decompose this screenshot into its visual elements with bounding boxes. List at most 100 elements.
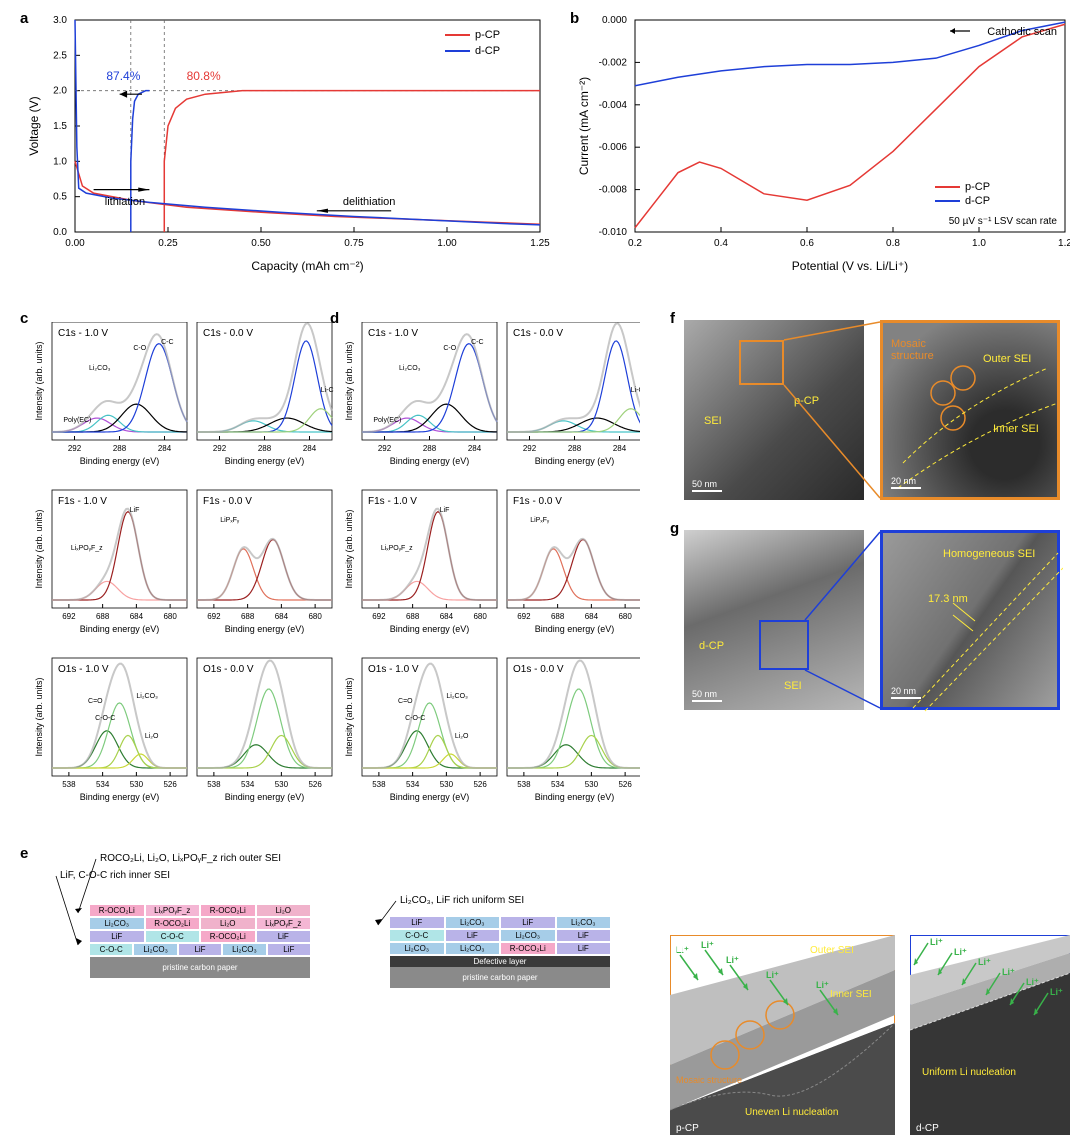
svg-text:C=O: C=O [88, 698, 103, 705]
svg-text:530: 530 [440, 780, 454, 789]
svg-text:538: 538 [517, 780, 531, 789]
svg-text:288: 288 [113, 444, 127, 453]
svg-text:538: 538 [207, 780, 221, 789]
svg-text:0.00: 0.00 [65, 238, 85, 249]
panel-f-letter: f [670, 310, 675, 327]
svg-text:Capacity (mAh cm⁻²): Capacity (mAh cm⁻²) [251, 259, 363, 273]
svg-text:688: 688 [551, 612, 565, 621]
svg-text:530: 530 [585, 780, 599, 789]
svg-text:p-CP: p-CP [475, 29, 500, 41]
sei-arrows [20, 845, 640, 1045]
panel-i: i Li⁺Li⁺Li⁺Li⁺Li⁺Li⁺Uniform Li nucleatio… [910, 935, 1070, 1135]
panel-a-chart: 0.000.250.500.751.001.250.00.51.01.52.02… [20, 0, 550, 280]
svg-text:C1s - 0.0 V: C1s - 0.0 V [513, 328, 563, 339]
svg-text:Intensity (arb. units): Intensity (arb. units) [344, 509, 354, 588]
tem-g-right: Homogeneous SEI 17.3 nm 20 nm [880, 530, 1060, 710]
schematic-i-svg: Li⁺Li⁺Li⁺Li⁺Li⁺Li⁺Uniform Li nucleationd… [910, 935, 1070, 1135]
svg-text:534: 534 [96, 780, 110, 789]
svg-text:-0.004: -0.004 [599, 100, 628, 111]
svg-text:Li⁺: Li⁺ [978, 957, 991, 967]
svg-text:LiₓPOᵧF_z: LiₓPOᵧF_z [381, 545, 413, 552]
svg-text:LiF: LiF [440, 507, 450, 514]
svg-text:692: 692 [517, 612, 531, 621]
svg-text:Binding energy (eV): Binding energy (eV) [80, 624, 160, 634]
svg-text:C1s - 1.0 V: C1s - 1.0 V [58, 328, 108, 339]
svg-text:1.25: 1.25 [530, 238, 550, 249]
svg-text:Li⁺: Li⁺ [954, 947, 967, 957]
svg-text:C-O: C-O [443, 345, 456, 352]
tem-g-dcp: d-CP [699, 640, 724, 652]
panel-i-letter: i [916, 939, 920, 956]
svg-text:O1s - 0.0 V: O1s - 0.0 V [203, 664, 254, 675]
svg-text:0.8: 0.8 [886, 238, 900, 249]
svg-text:delithiation: delithiation [343, 196, 396, 208]
svg-text:C-C: C-C [471, 339, 483, 346]
svg-text:680: 680 [308, 612, 322, 621]
svg-text:C=O: C=O [398, 698, 413, 705]
svg-text:C1s - 1.0 V: C1s - 1.0 V [368, 328, 418, 339]
svg-text:534: 534 [241, 780, 255, 789]
svg-text:Li⁺: Li⁺ [766, 970, 779, 980]
svg-text:d-CP: d-CP [965, 195, 990, 207]
svg-text:LiPₓFᵧ: LiPₓFᵧ [220, 517, 240, 524]
svg-text:0.5: 0.5 [53, 192, 67, 203]
svg-text:Binding energy (eV): Binding energy (eV) [80, 792, 160, 802]
svg-text:Li₂CO₃: Li₂CO₃ [136, 693, 158, 700]
svg-text:F1s - 0.0 V: F1s - 0.0 V [203, 496, 252, 507]
svg-text:O1s - 0.0 V: O1s - 0.0 V [513, 664, 564, 675]
svg-text:292: 292 [213, 444, 227, 453]
scale-text: 20 nm [891, 476, 916, 486]
svg-text:1.0: 1.0 [972, 238, 986, 249]
svg-text:688: 688 [241, 612, 255, 621]
svg-text:p-CP: p-CP [965, 181, 990, 193]
svg-text:80.8%: 80.8% [187, 69, 221, 83]
svg-text:Uniform Li nucleation: Uniform Li nucleation [922, 1067, 1016, 1078]
svg-text:688: 688 [96, 612, 110, 621]
svg-text:Binding energy (eV): Binding energy (eV) [225, 792, 305, 802]
tem-g-scale1: 50 nm [692, 689, 722, 702]
svg-text:526: 526 [308, 780, 322, 789]
svg-text:526: 526 [163, 780, 177, 789]
svg-text:292: 292 [68, 444, 82, 453]
svg-text:87.4%: 87.4% [106, 69, 140, 83]
svg-text:1.5: 1.5 [53, 121, 67, 132]
panel-g-letter: g [670, 520, 679, 537]
svg-text:Li⁺: Li⁺ [701, 940, 714, 950]
panel-c-letter: c [20, 310, 28, 327]
scale-text: 50 nm [692, 479, 717, 489]
xps-grid: C1s - 1.0 V292288284Binding energy (eV)P… [34, 322, 640, 822]
svg-text:Binding energy (eV): Binding energy (eV) [390, 792, 470, 802]
svg-text:-0.002: -0.002 [599, 57, 628, 68]
svg-text:-0.010: -0.010 [599, 227, 628, 238]
svg-text:292: 292 [378, 444, 392, 453]
svg-text:LiPₓFᵧ: LiPₓFᵧ [530, 517, 550, 524]
svg-text:684: 684 [440, 612, 454, 621]
svg-text:Li-C: Li-C [631, 387, 640, 394]
svg-text:Binding energy (eV): Binding energy (eV) [535, 624, 615, 634]
panel-a: a 0.000.250.500.751.001.250.00.51.01.52.… [20, 0, 550, 280]
svg-text:Intensity (arb. units): Intensity (arb. units) [344, 341, 354, 420]
svg-text:lithiation: lithiation [105, 196, 145, 208]
scale-text: 20 nm [891, 686, 916, 696]
svg-text:d-CP: d-CP [916, 1123, 939, 1134]
svg-text:C-O-C: C-O-C [405, 715, 425, 722]
svg-text:Binding energy (eV): Binding energy (eV) [225, 624, 305, 634]
svg-text:Li₂CO₃: Li₂CO₃ [399, 365, 421, 372]
svg-text:O1s - 1.0 V: O1s - 1.0 V [368, 664, 419, 675]
svg-text:Li₂CO₃: Li₂CO₃ [446, 693, 468, 700]
svg-text:288: 288 [568, 444, 582, 453]
svg-text:p-CP: p-CP [676, 1123, 699, 1134]
panel-h: h Li⁺Li⁺Li⁺Li⁺Li⁺Outer SEIInner SEIMosai… [670, 935, 895, 1135]
svg-text:Cathodic scan: Cathodic scan [987, 26, 1057, 38]
svg-text:284: 284 [303, 444, 317, 453]
svg-text:Binding energy (eV): Binding energy (eV) [390, 624, 470, 634]
panel-f: f SEI p-CP 50 nm Mosaic structure Outer … [670, 310, 1070, 505]
svg-text:O1s - 1.0 V: O1s - 1.0 V [58, 664, 109, 675]
panel-b: b 0.20.40.60.81.01.2-0.010-0.008-0.006-0… [570, 0, 1070, 280]
svg-text:C-O: C-O [133, 345, 146, 352]
svg-text:0.000: 0.000 [602, 15, 627, 26]
svg-text:534: 534 [406, 780, 420, 789]
svg-text:680: 680 [163, 612, 177, 621]
svg-text:F1s - 1.0 V: F1s - 1.0 V [58, 496, 107, 507]
svg-text:Inner SEI: Inner SEI [830, 989, 872, 1000]
